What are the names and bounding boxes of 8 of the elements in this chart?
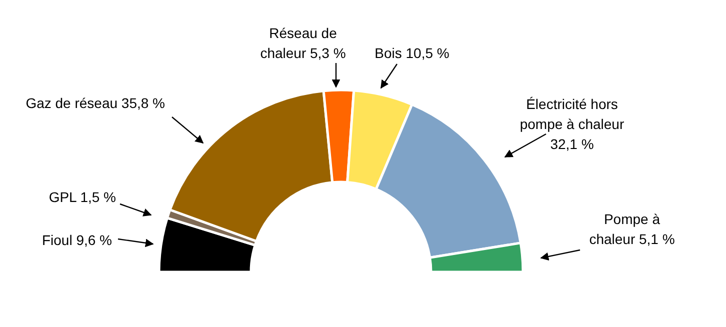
slice-label: Gaz de réseau 35,8 % [26, 95, 165, 111]
slice-label: Pompe à chaleur 5,1 % [589, 211, 675, 247]
slice-label: Fioul 9,6 % [42, 232, 112, 248]
slice-label: GPL 1,5 % [48, 189, 116, 205]
data-label: 32,1 % [550, 136, 594, 152]
slice-label: Réseau de chaleur 5,3 % [260, 25, 346, 61]
slice-label: Électricité hors pompe à chaleur [520, 96, 624, 132]
slice-label: Bois 10,5 % [374, 45, 450, 61]
